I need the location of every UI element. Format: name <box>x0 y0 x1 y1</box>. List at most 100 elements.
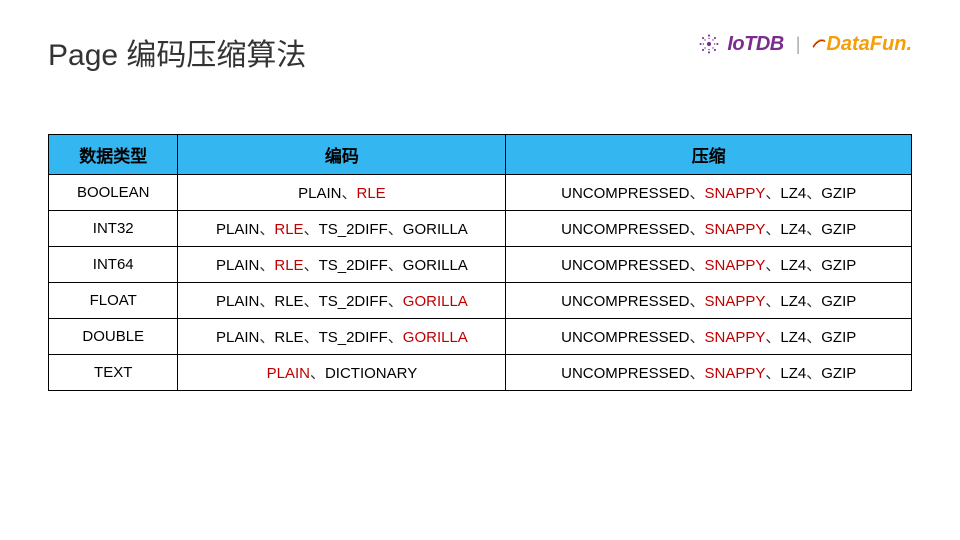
table-row: INT32PLAIN、RLE、TS_2DIFF、GORILLAUNCOMPRES… <box>49 211 912 247</box>
token-sep: 、 <box>388 221 403 238</box>
table-row: INT64PLAIN、RLE、TS_2DIFF、GORILLAUNCOMPRES… <box>49 247 912 283</box>
token: GZIP <box>821 257 856 274</box>
token: PLAIN <box>216 257 259 274</box>
datafun-dot: . <box>906 33 912 55</box>
token-sep: 、 <box>689 185 704 202</box>
cell-encoding: PLAIN、DICTIONARY <box>178 355 506 391</box>
token-sep: 、 <box>259 329 274 346</box>
table-row: BOOLEANPLAIN、RLEUNCOMPRESSED、SNAPPY、LZ4、… <box>49 175 912 211</box>
table-row: TEXTPLAIN、DICTIONARYUNCOMPRESSED、SNAPPY、… <box>49 355 912 391</box>
token: SNAPPY <box>704 185 765 202</box>
token: RLE <box>274 293 303 310</box>
token: GZIP <box>821 293 856 310</box>
token-sep: 、 <box>388 257 403 274</box>
token-sep: 、 <box>765 257 780 274</box>
token: GZIP <box>821 221 856 238</box>
token-sep: 、 <box>765 185 780 202</box>
token: GORILLA <box>403 293 468 310</box>
table-row: DOUBLEPLAIN、RLE、TS_2DIFF、GORILLA UNCOMPRE… <box>49 319 912 355</box>
cell-compression: UNCOMPRESSED、SNAPPY、LZ4、GZIP <box>506 247 912 283</box>
token: SNAPPY <box>704 221 765 238</box>
iotdb-logo-text: IoTDB <box>727 33 783 56</box>
token: TS_2DIFF <box>319 329 388 346</box>
token-sep: 、 <box>388 293 403 310</box>
cell-compression: UNCOMPRESSED、SNAPPY、LZ4、GZIP <box>506 283 912 319</box>
token-sep: 、 <box>806 293 821 310</box>
token-sep: 、 <box>806 329 821 346</box>
token-sep: 、 <box>304 329 319 346</box>
col-header-encoding: 编码 <box>178 135 506 175</box>
table-header-row: 数据类型 编码 压缩 <box>49 135 912 175</box>
token-sep: 、 <box>388 329 403 346</box>
iotdb-sunburst-icon <box>695 30 723 58</box>
token-sep: 、 <box>806 221 821 238</box>
token: DICTIONARY <box>325 365 417 382</box>
token: PLAIN <box>216 293 259 310</box>
cell-compression: UNCOMPRESSED、SNAPPY、LZ4、GZIP <box>506 211 912 247</box>
token-sep: 、 <box>341 185 356 202</box>
token-sep: 、 <box>689 365 704 382</box>
token: PLAIN <box>216 329 259 346</box>
token: LZ4 <box>780 329 806 346</box>
token-sep: 、 <box>689 257 704 274</box>
token: TS_2DIFF <box>319 257 388 274</box>
token-sep: 、 <box>304 293 319 310</box>
col-header-type: 数据类型 <box>49 135 178 175</box>
token-sep: 、 <box>765 221 780 238</box>
cell-encoding: PLAIN、RLE、TS_2DIFF、GORILLA <box>178 211 506 247</box>
cell-type: TEXT <box>49 355 178 391</box>
token-sep: 、 <box>806 257 821 274</box>
logo-group: IoTDB | DataFun. <box>695 30 912 58</box>
table-row: FLOATPLAIN、RLE、TS_2DIFF、GORILLAUNCOMPRES… <box>49 283 912 319</box>
token-sep: 、 <box>304 221 319 238</box>
page-title: Page 编码压缩算法 <box>48 30 306 74</box>
token: SNAPPY <box>704 365 765 382</box>
token: GZIP <box>821 185 856 202</box>
token-sep: 、 <box>806 365 821 382</box>
token-sep: 、 <box>310 365 325 382</box>
token: PLAIN <box>267 365 310 382</box>
table-body: BOOLEANPLAIN、RLEUNCOMPRESSED、SNAPPY、LZ4、… <box>49 175 912 391</box>
token: GZIP <box>821 329 856 346</box>
token: LZ4 <box>780 293 806 310</box>
cell-compression: UNCOMPRESSED、SNAPPY、LZ4、GZIP <box>506 355 912 391</box>
token-sep: 、 <box>259 293 274 310</box>
cell-encoding: PLAIN、RLE、TS_2DIFF、GORILLA <box>178 247 506 283</box>
table-container: 数据类型 编码 压缩 BOOLEANPLAIN、RLEUNCOMPRESSED、… <box>0 74 960 391</box>
token-sep: 、 <box>304 257 319 274</box>
cell-encoding: PLAIN、RLE <box>178 175 506 211</box>
token-sep: 、 <box>689 293 704 310</box>
token: GZIP <box>821 365 856 382</box>
token: SNAPPY <box>704 293 765 310</box>
token-sep: 、 <box>765 293 780 310</box>
cell-type: DOUBLE <box>49 319 178 355</box>
token: UNCOMPRESSED <box>561 257 689 274</box>
cell-encoding: PLAIN、RLE、TS_2DIFF、GORILLA <box>178 319 506 355</box>
token: TS_2DIFF <box>319 221 388 238</box>
token: UNCOMPRESSED <box>561 329 689 346</box>
token: LZ4 <box>780 185 806 202</box>
token: RLE <box>274 257 303 274</box>
token: SNAPPY <box>704 257 765 274</box>
cell-encoding: PLAIN、RLE、TS_2DIFF、GORILLA <box>178 283 506 319</box>
token: RLE <box>357 185 386 202</box>
token: UNCOMPRESSED <box>561 365 689 382</box>
cell-type: BOOLEAN <box>49 175 178 211</box>
cell-type: INT64 <box>49 247 178 283</box>
token: GORILLA <box>403 221 468 238</box>
token: PLAIN <box>216 221 259 238</box>
token: UNCOMPRESSED <box>561 221 689 238</box>
token: LZ4 <box>780 365 806 382</box>
token: GORILLA <box>403 329 468 346</box>
datafun-logo: DataFun. <box>812 33 912 56</box>
token: GORILLA <box>403 257 468 274</box>
col-header-compression: 压缩 <box>506 135 912 175</box>
cell-type: FLOAT <box>49 283 178 319</box>
logo-separator: | <box>796 34 801 55</box>
token-sep: 、 <box>689 221 704 238</box>
token-sep: 、 <box>765 365 780 382</box>
token-sep: 、 <box>689 329 704 346</box>
token: PLAIN <box>298 185 341 202</box>
token: RLE <box>274 221 303 238</box>
token-sep: 、 <box>806 185 821 202</box>
